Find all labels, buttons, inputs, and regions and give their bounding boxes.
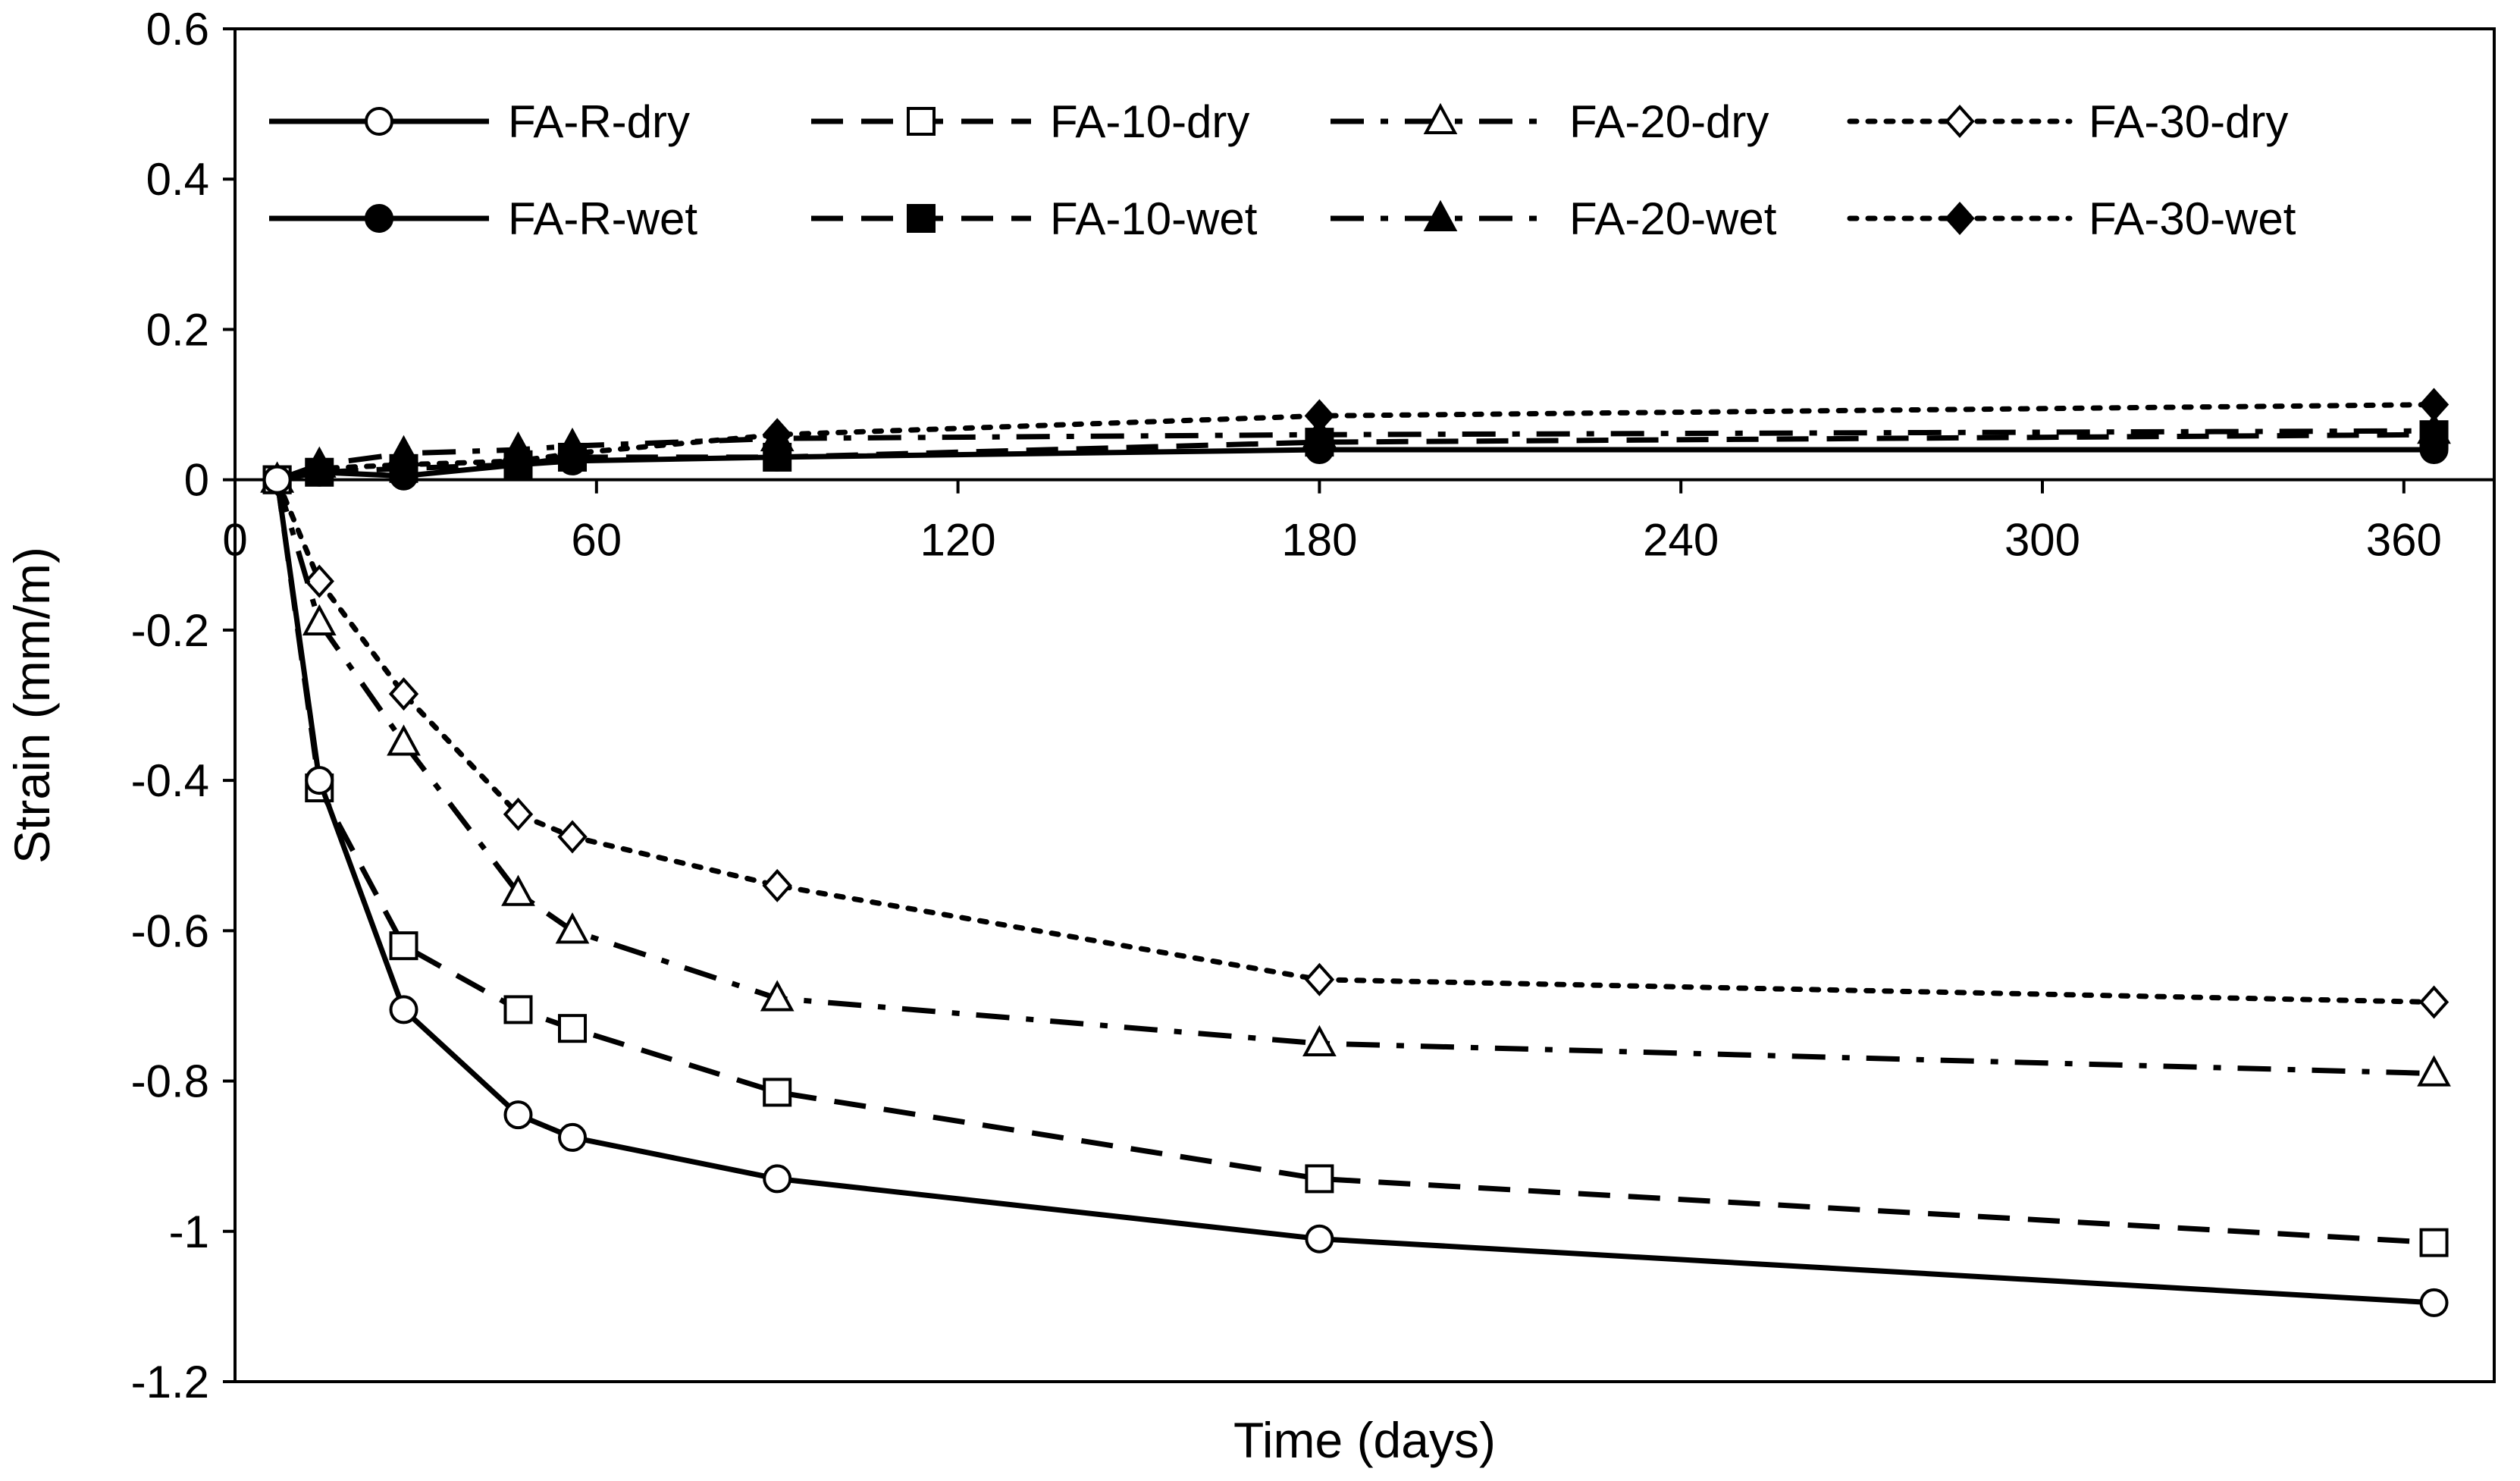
- data-point-fa-r-wet: [2419, 435, 2449, 465]
- data-point-fa-30-dry: [762, 868, 792, 902]
- data-point-fa-20-dry: [555, 912, 590, 944]
- x-axis-title: Time (days): [1233, 1412, 1496, 1468]
- data-point-fa-r-dry: [1305, 1224, 1334, 1254]
- legend-marker: [907, 204, 936, 233]
- data-point-fa-20-dry: [760, 980, 795, 1012]
- x-tick-label: 60: [571, 515, 622, 566]
- legend-marker: [1423, 199, 1458, 231]
- y-tick-label: -0.4: [131, 755, 209, 806]
- data-point-fa-r-dry: [558, 1122, 588, 1152]
- data-point-fa-10-dry: [763, 1078, 792, 1107]
- legend-label: FA-20-dry: [1569, 96, 1769, 147]
- legend: FA-R-dry FA-10-dry FA-20-dry FA-30-dry FA-R-…: [269, 96, 2296, 244]
- legend-entry-fa-10-wet: FA-10-wet: [811, 193, 1258, 244]
- legend-label: FA-R-dry: [508, 96, 690, 147]
- data-point-fa-r-dry: [503, 1100, 533, 1130]
- series-line-fa-30-dry: [274, 477, 2437, 1005]
- y-tick-label: 0.4: [146, 154, 209, 205]
- data-point-fa-30-dry: [388, 677, 419, 711]
- y-tick-label: -1.2: [131, 1357, 209, 1407]
- data-point-fa-r-dry: [763, 1164, 792, 1194]
- legend-entry-fa-r-wet: FA-R-wet: [269, 193, 697, 244]
- data-point-fa-r-wet: [503, 450, 533, 479]
- legend-label: FA-20-wet: [1569, 193, 1777, 244]
- data-point-fa-30-dry: [503, 797, 534, 831]
- legend-entry-fa-30-dry: FA-30-dry: [1847, 96, 2288, 147]
- legend-label: FA-10-dry: [1050, 96, 1249, 147]
- data-point-fa-30-dry: [2418, 985, 2449, 1019]
- data-point-fa-10-dry: [1305, 1164, 1334, 1194]
- data-point-fa-r-dry: [305, 766, 334, 795]
- data-point-fa-20-dry: [1302, 1024, 1337, 1056]
- data-point-fa-10-dry: [558, 1014, 588, 1043]
- y-tick-label: 0.2: [146, 304, 209, 355]
- data-point-fa-10-dry: [2419, 1228, 2449, 1257]
- legend-entry-fa-10-dry: FA-10-dry: [811, 96, 1249, 147]
- data-point-fa-20-dry: [302, 604, 337, 635]
- data-point-fa-30-dry: [304, 564, 334, 598]
- y-tick-label: -0.8: [131, 1056, 209, 1107]
- series-fa-r-dry: [262, 465, 2449, 1317]
- series-line-fa-20-dry: [274, 479, 2434, 1077]
- data-point-fa-r-dry: [389, 995, 418, 1024]
- legend-label: FA-10-wet: [1050, 193, 1258, 244]
- series-layer: [260, 388, 2451, 1317]
- data-point-fa-r-dry: [262, 465, 292, 494]
- data-point-fa-r-wet: [305, 457, 334, 487]
- y-tick-label: -1: [169, 1206, 209, 1257]
- x-tick-label: 360: [2366, 515, 2442, 566]
- axes-layer: 0.6 0.4 0.2 0 -0.2 -0.4 -0.6 -0.8 -1 -1.2 0 60 120 18…: [131, 4, 2494, 1407]
- legend-marker: [1945, 202, 1975, 235]
- y-tick-label: -0.6: [131, 905, 209, 956]
- data-point-fa-20-dry: [2417, 1055, 2451, 1087]
- legend-label: FA-30-wet: [2089, 193, 2296, 244]
- x-tick-label: 120: [920, 515, 996, 566]
- data-point-fa-30-dry: [1304, 962, 1335, 996]
- plot-area-frame: [234, 27, 2496, 1383]
- data-point-fa-r-wet: [558, 446, 588, 475]
- data-point-fa-10-dry: [389, 931, 418, 961]
- legend-entry-fa-20-dry: FA-20-dry: [1331, 96, 1769, 147]
- data-point-fa-20-dry: [501, 874, 535, 906]
- legend-entry-fa-r-dry: FA-R-dry: [269, 96, 690, 147]
- data-point-fa-30-dry: [557, 820, 588, 854]
- y-tick-label: 0: [184, 455, 209, 506]
- legend-marker: [365, 107, 393, 136]
- y-tick-label: -0.2: [131, 605, 209, 656]
- x-tick-label: 240: [1643, 515, 1719, 566]
- data-point-fa-r-wet: [1305, 435, 1334, 465]
- legend-entry-fa-30-wet: FA-30-wet: [1847, 193, 2296, 244]
- legend-marker: [1945, 105, 1975, 138]
- legend-marker: [907, 107, 936, 136]
- legend-marker: [1423, 102, 1458, 134]
- legend-label: FA-30-dry: [2089, 96, 2288, 147]
- legend-label: FA-R-wet: [508, 193, 697, 244]
- legend-entry-fa-20-wet: FA-20-wet: [1331, 193, 1777, 244]
- x-tick-label: 0: [222, 515, 247, 566]
- data-point-fa-10-dry: [503, 995, 533, 1024]
- x-tick-label: 300: [2004, 515, 2080, 566]
- data-point-fa-r-wet: [763, 442, 792, 472]
- y-tick-label: 0.6: [146, 4, 209, 55]
- data-point-fa-r-wet: [389, 461, 418, 491]
- x-tick-label: 180: [1281, 515, 1357, 566]
- series-line-fa-r-dry: [274, 479, 2434, 1306]
- data-point-fa-20-dry: [387, 724, 421, 756]
- data-point-fa-r-dry: [2419, 1288, 2449, 1317]
- legend-marker: [365, 204, 393, 233]
- y-axis-title: Strain (mm/m): [4, 547, 60, 864]
